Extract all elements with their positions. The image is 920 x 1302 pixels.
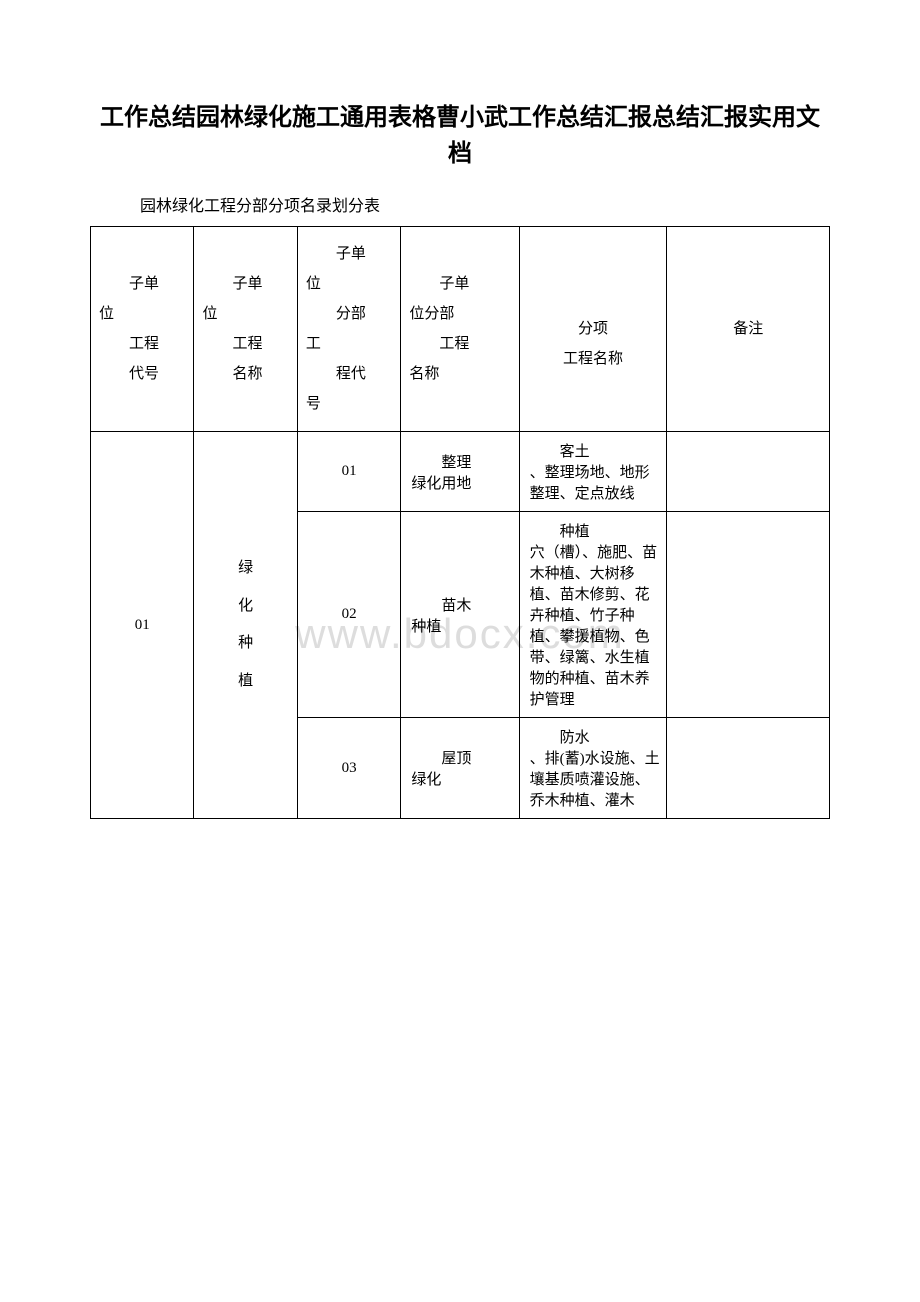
cell-code2-r1: 01 [297,432,400,512]
document-title: 工作总结园林绿化施工通用表格曹小武工作总结汇报总结汇报实用文档 [90,100,830,172]
cell-name2-r3: 屋顶 绿化 [401,718,519,819]
document-subtitle: 园林绿化工程分部分项名录划分表 [140,192,830,216]
cell-name2-r1: 整理 绿化用地 [401,432,519,512]
cell-detail-r3: 防水 、排(蓄)水设施、土壤基质喷灌设施、乔木种植、灌木 [519,718,667,819]
table-row: 01 绿 化 种 植 01 整理 绿化用地 客土 、整理场地、地形整理、定点放线 [91,432,830,512]
classification-table: 子单 位 工程 代号 子单 位 工程 名称 子单 位 分部 工 程代 号 子单 [90,226,830,819]
cell-note-r2 [667,512,830,718]
header-col1: 子单 位 工程 代号 [91,227,194,432]
cell-code2-r2: 02 [297,512,400,718]
header-col5: 分项 工程名称 [519,227,667,432]
header-col2: 子单 位 工程 名称 [194,227,297,432]
cell-detail-r2: 种植 穴（槽）、施肥、苗木种植、大树移植、苗木修剪、花卉种植、竹子种植、攀援植物… [519,512,667,718]
header-col6: 备注 [667,227,830,432]
cell-code2-r3: 03 [297,718,400,819]
cell-note-r1 [667,432,830,512]
cell-name2-r2: 苗木 种植 [401,512,519,718]
cell-code1: 01 [91,432,194,819]
cell-note-r3 [667,718,830,819]
header-row: 子单 位 工程 代号 子单 位 工程 名称 子单 位 分部 工 程代 号 子单 [91,227,830,432]
header-col4: 子单 位分部 工程 名称 [401,227,519,432]
cell-detail-r1: 客土 、整理场地、地形整理、定点放线 [519,432,667,512]
document-content: 工作总结园林绿化施工通用表格曹小武工作总结汇报总结汇报实用文档 园林绿化工程分部… [90,100,830,819]
cell-name1: 绿 化 种 植 [194,432,297,819]
header-col3: 子单 位 分部 工 程代 号 [297,227,400,432]
